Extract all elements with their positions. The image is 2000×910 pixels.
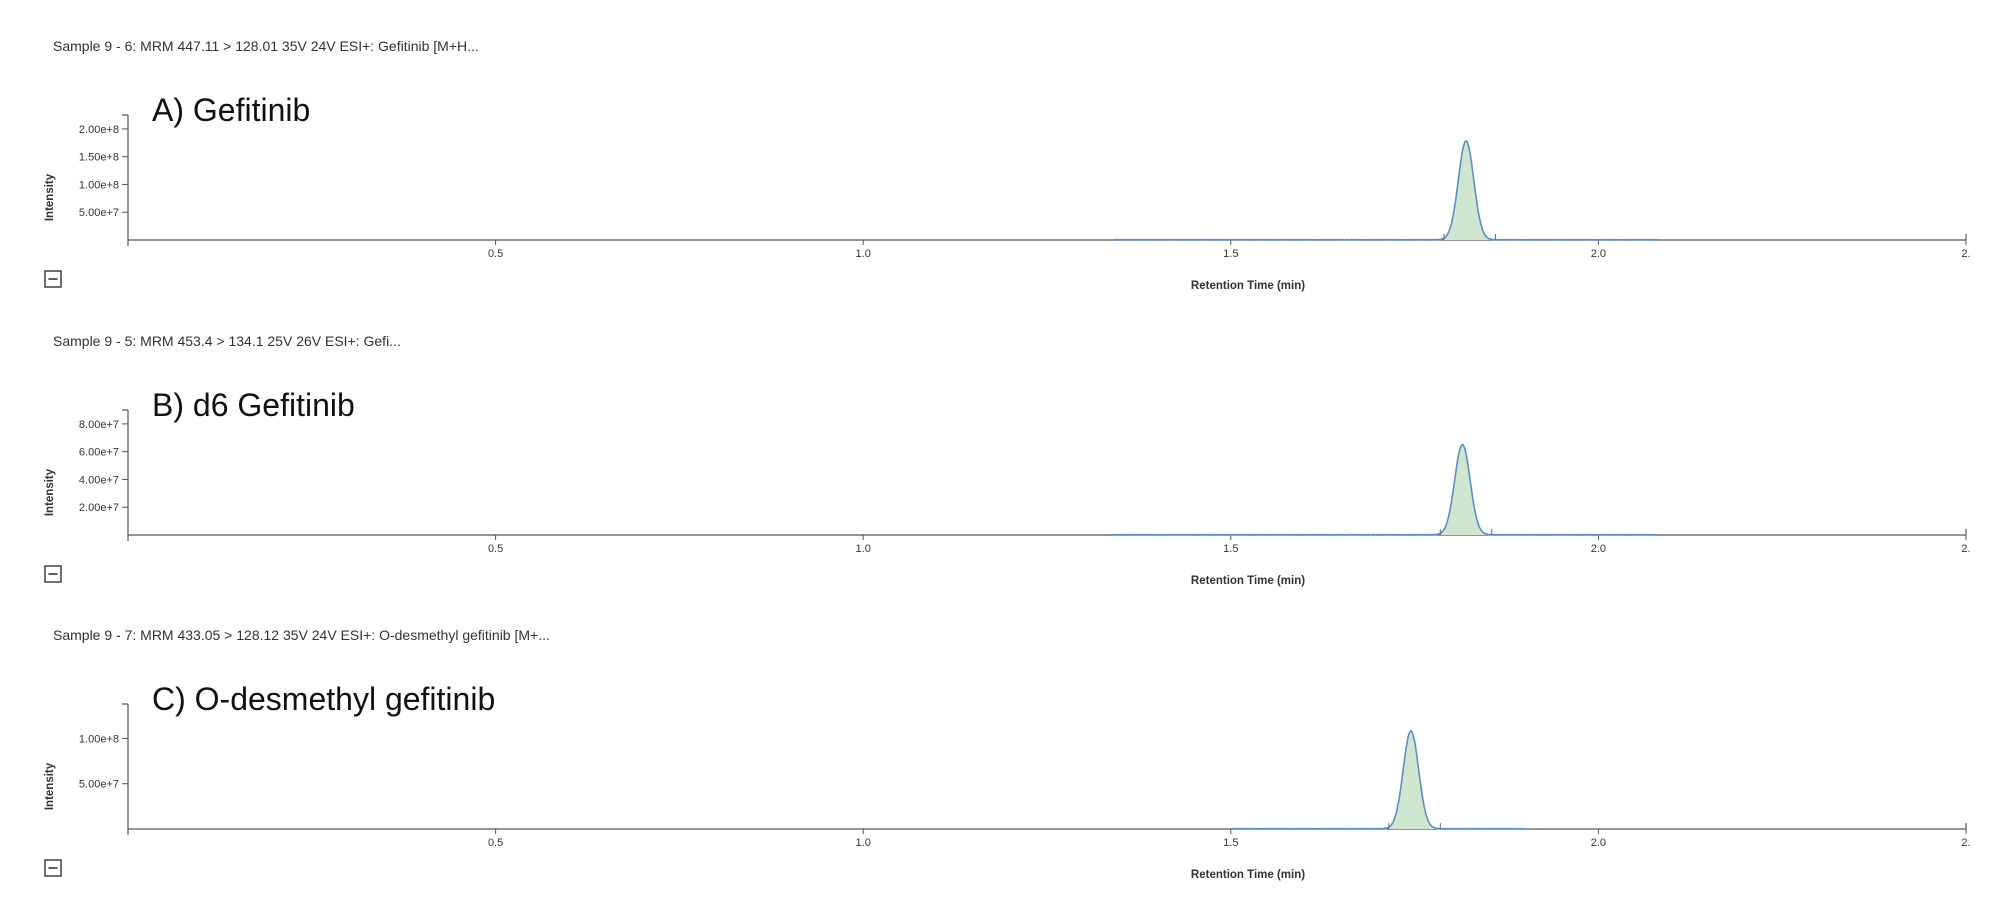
- collapse-button[interactable]: [44, 859, 62, 877]
- y-tick-label: 2.00e+8: [79, 124, 119, 136]
- x-tick-label: 2.: [1961, 543, 1970, 555]
- x-tick-label: 0.5: [488, 543, 503, 555]
- y-tick-label: 5.00e+7: [79, 779, 119, 791]
- trace-header: Sample 9 - 7: MRM 433.05 > 128.12 35V 24…: [53, 627, 550, 643]
- y-tick-label: 5.00e+7: [79, 207, 119, 219]
- trace-annotation: A) Gefitinib: [152, 92, 310, 128]
- x-tick-label: 1.5: [1223, 837, 1238, 849]
- collapse-button[interactable]: [44, 565, 62, 583]
- chromatogram-trace: [1113, 140, 1658, 241]
- x-tick-label: 1.0: [856, 248, 871, 260]
- y-tick-label: 6.00e+7: [79, 447, 119, 459]
- x-axis-title: Retention Time (min): [1191, 869, 1305, 881]
- x-tick-label: 2.: [1961, 837, 1970, 849]
- x-tick-label: 2.0: [1591, 248, 1606, 260]
- y-tick-label: 1.50e+8: [79, 152, 119, 164]
- integrated-peak-area: [1440, 444, 1492, 535]
- x-axis-title: Retention Time (min): [1191, 575, 1305, 587]
- y-tick-label: 1.00e+8: [79, 733, 119, 745]
- x-tick-label: 1.0: [856, 837, 871, 849]
- y-tick-label: 1.00e+8: [79, 179, 119, 191]
- y-tick-label: 4.00e+7: [79, 474, 119, 486]
- integrated-peak-area: [1444, 141, 1496, 240]
- x-tick-label: 1.0: [856, 543, 871, 555]
- x-tick-label: 0.5: [488, 248, 503, 260]
- x-tick-label: 1.5: [1223, 543, 1238, 555]
- collapse-button[interactable]: [44, 270, 62, 288]
- trace-annotation: C) O-desmethyl gefitinib: [152, 681, 495, 717]
- chromatogram-panel-2: Sample 9 - 5: MRM 453.4 > 134.1 25V 26V …: [44, 333, 1971, 587]
- x-tick-label: 0.5: [488, 837, 503, 849]
- y-axis-title: Intensity: [44, 173, 56, 221]
- y-tick-label: 2.00e+7: [79, 502, 119, 514]
- chromatogram-trace: [1230, 729, 1526, 830]
- x-tick-label: 2.: [1961, 248, 1970, 260]
- chromatogram-panel-1: Sample 9 - 6: MRM 447.11 > 128.01 35V 24…: [44, 38, 1971, 292]
- y-axis-title: Intensity: [44, 762, 56, 810]
- x-tick-label: 1.5: [1223, 248, 1238, 260]
- integrated-peak-area: [1388, 731, 1441, 829]
- x-tick-label: 2.0: [1591, 543, 1606, 555]
- chromatogram-trace: [1113, 443, 1658, 536]
- trace-header: Sample 9 - 5: MRM 453.4 > 134.1 25V 26V …: [53, 333, 401, 349]
- y-tick-label: 8.00e+7: [79, 419, 119, 431]
- chromatogram-panel-3: Sample 9 - 7: MRM 433.05 > 128.12 35V 24…: [44, 627, 1971, 881]
- y-axis-title: Intensity: [44, 468, 56, 516]
- x-axis-title: Retention Time (min): [1191, 280, 1305, 292]
- trace-header: Sample 9 - 6: MRM 447.11 > 128.01 35V 24…: [53, 38, 479, 54]
- trace-annotation: B) d6 Gefitinib: [152, 387, 355, 423]
- x-tick-label: 2.0: [1591, 837, 1606, 849]
